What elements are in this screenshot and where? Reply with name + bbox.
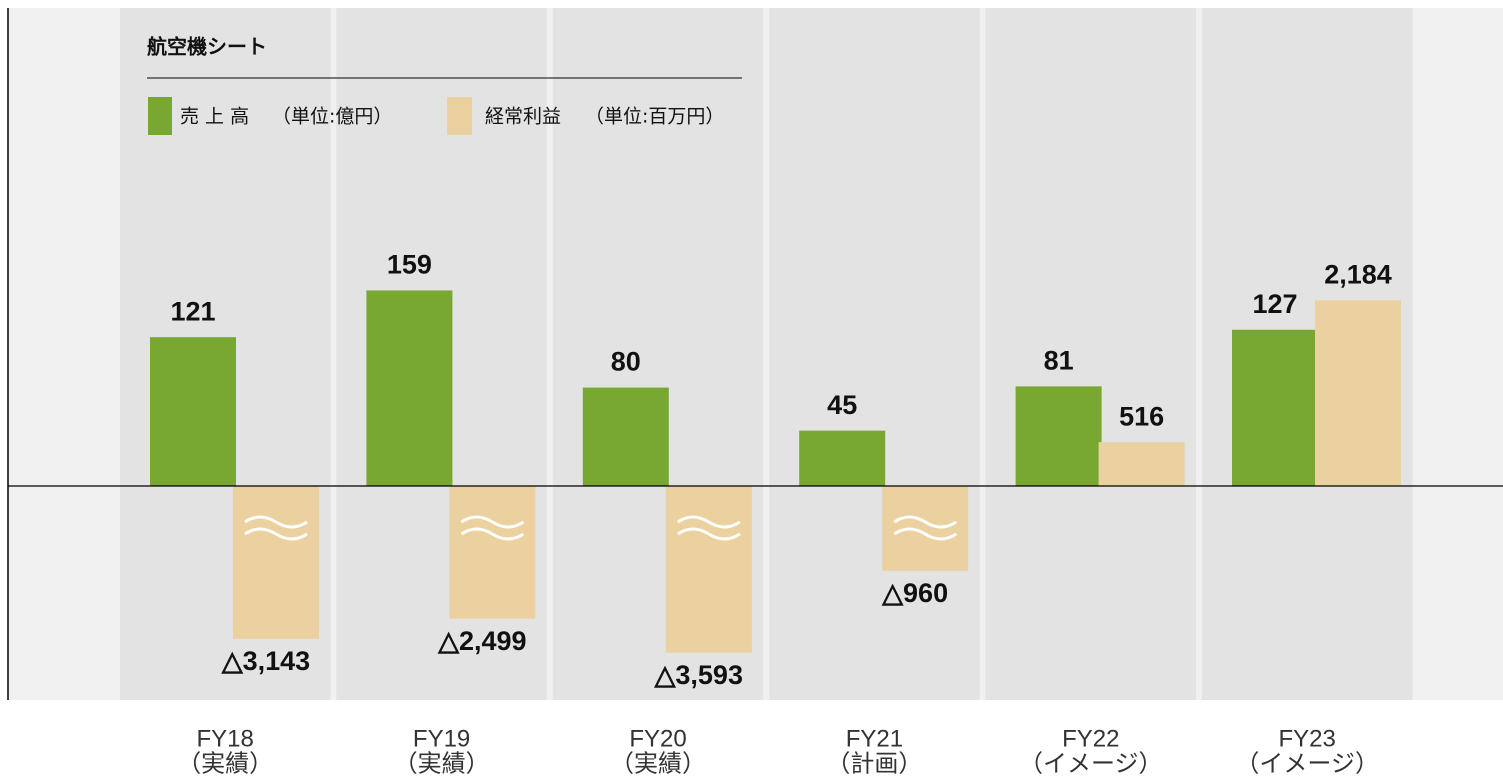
bar — [366, 290, 453, 486]
data-label: 516 — [1119, 401, 1164, 431]
x-tick-note: （計画） — [826, 750, 922, 777]
data-label: △2,499 — [437, 626, 526, 656]
legend-swatch — [148, 97, 172, 135]
data-label: 127 — [1252, 289, 1297, 319]
bar — [799, 430, 886, 486]
bar — [150, 337, 236, 486]
data-label: △3,593 — [654, 660, 743, 690]
axis-break — [893, 527, 958, 541]
x-tick-note: （実績） — [394, 750, 490, 777]
x-tick-note: （イメージ） — [1019, 750, 1163, 777]
data-label: △960 — [881, 578, 948, 608]
legend-unit: （単位:百万円） — [585, 106, 724, 128]
axis-break — [244, 515, 308, 529]
axis-break — [244, 527, 308, 541]
data-label: 159 — [387, 250, 432, 280]
data-label: 80 — [611, 347, 641, 377]
data-label: 121 — [170, 296, 215, 326]
bar — [449, 486, 536, 619]
bar — [882, 486, 969, 571]
data-label: 45 — [827, 390, 857, 420]
x-tick-note: （実績） — [177, 750, 273, 777]
x-tick-note: （実績） — [610, 750, 706, 777]
data-label: △3,143 — [221, 646, 310, 676]
bar — [233, 486, 319, 639]
bar — [1315, 300, 1401, 486]
axis-break — [460, 527, 525, 541]
legend-label: 売 上 高 — [180, 106, 249, 128]
column-band — [985, 8, 1196, 700]
x-tick-label: FY20 — [629, 725, 686, 752]
axis-break — [893, 515, 958, 529]
axis-break — [676, 515, 741, 529]
x-tick-label: FY19 — [413, 725, 470, 752]
legend-swatch — [447, 97, 472, 135]
x-tick-label: FY18 — [197, 725, 254, 752]
x-tick-note: （イメージ） — [1235, 750, 1379, 777]
bar — [1098, 442, 1185, 486]
data-label: 2,184 — [1324, 259, 1392, 289]
bar — [582, 387, 669, 486]
bar — [665, 486, 752, 653]
axis-break — [460, 515, 525, 529]
chart-title: 航空機シート — [147, 35, 267, 59]
column-band — [769, 8, 980, 700]
axis-break — [676, 527, 741, 541]
x-tick-label: FY21 — [846, 725, 903, 752]
legend-unit: （単位:億円） — [272, 106, 392, 128]
data-label: 81 — [1044, 345, 1074, 375]
x-tick-label: FY22 — [1062, 725, 1119, 752]
legend-label: 経常利益 — [485, 106, 561, 128]
bar — [1015, 386, 1102, 486]
bar — [1232, 329, 1318, 486]
x-tick-label: FY23 — [1279, 725, 1336, 752]
